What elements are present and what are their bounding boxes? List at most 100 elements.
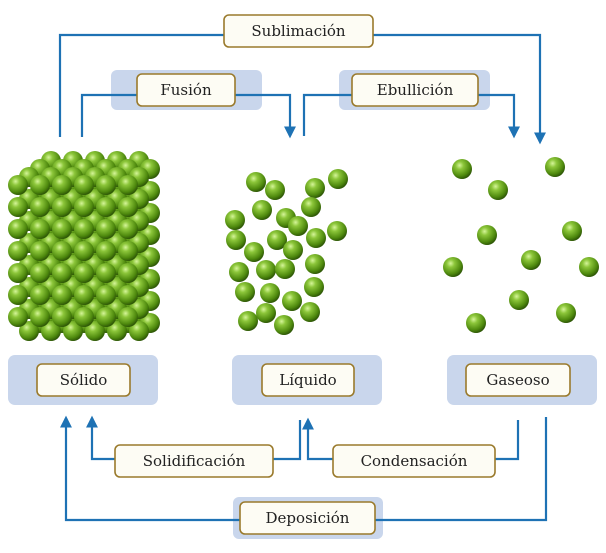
liquid-particle xyxy=(275,259,295,279)
gas-label-text: Gaseoso xyxy=(486,371,549,389)
liquid-particle xyxy=(305,254,325,274)
gas-particles xyxy=(443,157,599,333)
solid-particle xyxy=(8,307,28,327)
solid-particle xyxy=(118,285,138,305)
solid-label: Sólido xyxy=(36,363,131,397)
solid-particle xyxy=(19,321,39,341)
solid-particle xyxy=(8,241,28,261)
liquid-particle xyxy=(226,230,246,250)
liquid-particle xyxy=(305,178,325,198)
solid-particle xyxy=(74,241,94,261)
solid-particle xyxy=(8,219,28,239)
solid-particle xyxy=(74,263,94,283)
solid-particle xyxy=(63,321,83,341)
liquid-particle xyxy=(267,230,287,250)
gas-particle xyxy=(556,303,576,323)
solid-particle xyxy=(96,197,116,217)
solid-particle xyxy=(107,321,127,341)
solid-particle xyxy=(96,219,116,239)
gas-label: Gaseoso xyxy=(465,363,571,397)
solid-particle xyxy=(96,285,116,305)
gas-particle xyxy=(509,290,529,310)
gas-particle xyxy=(521,250,541,270)
liquid-label: Líquido xyxy=(261,363,355,397)
liquid-particle xyxy=(246,172,266,192)
solid-particle xyxy=(41,321,61,341)
sublimation-label: Sublimación xyxy=(223,14,374,48)
deposition-label-text: Deposición xyxy=(266,509,350,527)
liquid-label-text: Líquido xyxy=(279,371,336,389)
solid-particle xyxy=(30,307,50,327)
liquid-particle xyxy=(265,180,285,200)
solid-particle xyxy=(96,175,116,195)
sublimation-label-text: Sublimación xyxy=(251,22,346,40)
solid-particle xyxy=(52,285,72,305)
liquid-particle xyxy=(260,283,280,303)
fusion-label-text: Fusión xyxy=(160,81,212,99)
solidification-label-text: Solidificación xyxy=(143,452,246,470)
liquid-particle xyxy=(235,282,255,302)
boiling-label: Ebullición xyxy=(351,73,479,107)
liquid-particle xyxy=(256,303,276,323)
solid-particle xyxy=(74,285,94,305)
gas-particle xyxy=(562,221,582,241)
gas-particle xyxy=(452,159,472,179)
solid-particles xyxy=(8,151,160,341)
solid-particle xyxy=(8,263,28,283)
solid-particle xyxy=(74,175,94,195)
solid-particle xyxy=(52,263,72,283)
solid-particle xyxy=(30,263,50,283)
liquid-particle xyxy=(256,260,276,280)
solid-particle xyxy=(52,307,72,327)
gas-particle xyxy=(488,180,508,200)
solid-particle xyxy=(118,241,138,261)
solid-particle xyxy=(30,175,50,195)
solid-particle xyxy=(85,321,105,341)
solid-particle xyxy=(129,321,149,341)
solid-particle xyxy=(118,197,138,217)
liquid-particle xyxy=(304,277,324,297)
deposition-label: Deposición xyxy=(239,501,376,535)
fusion-label: Fusión xyxy=(136,73,236,107)
liquid-particle xyxy=(238,311,258,331)
solid-particle xyxy=(74,307,94,327)
liquid-particle xyxy=(252,200,272,220)
liquid-particle xyxy=(229,262,249,282)
solid-particle xyxy=(52,175,72,195)
condensation-label: Condensación xyxy=(332,444,496,478)
condensation-label-text: Condensación xyxy=(361,452,468,470)
solid-particle xyxy=(96,263,116,283)
solid-particle xyxy=(30,285,50,305)
solid-label-text: Sólido xyxy=(60,371,108,389)
solid-particle xyxy=(118,175,138,195)
solid-particle xyxy=(52,219,72,239)
liquid-particle xyxy=(244,242,264,262)
boiling-label-text: Ebullición xyxy=(377,81,454,99)
solid-particle xyxy=(8,197,28,217)
solid-particle xyxy=(30,241,50,261)
solid-particle xyxy=(30,219,50,239)
solid-particle xyxy=(74,219,94,239)
liquid-particle xyxy=(274,315,294,335)
solid-particle xyxy=(118,219,138,239)
liquid-particle xyxy=(328,169,348,189)
solid-particle xyxy=(118,263,138,283)
liquid-particle xyxy=(282,291,302,311)
liquid-particle xyxy=(300,302,320,322)
gas-particle xyxy=(477,225,497,245)
liquid-particle xyxy=(225,210,245,230)
gas-particle xyxy=(443,257,463,277)
liquid-particle xyxy=(306,228,326,248)
solid-particle xyxy=(52,241,72,261)
gas-particle xyxy=(579,257,599,277)
solid-particle xyxy=(96,241,116,261)
liquid-particle xyxy=(288,216,308,236)
solid-particle xyxy=(30,197,50,217)
solid-particle xyxy=(8,285,28,305)
liquid-particles xyxy=(225,169,348,335)
liquid-particle xyxy=(283,240,303,260)
solid-particle xyxy=(118,307,138,327)
solid-particle xyxy=(96,307,116,327)
